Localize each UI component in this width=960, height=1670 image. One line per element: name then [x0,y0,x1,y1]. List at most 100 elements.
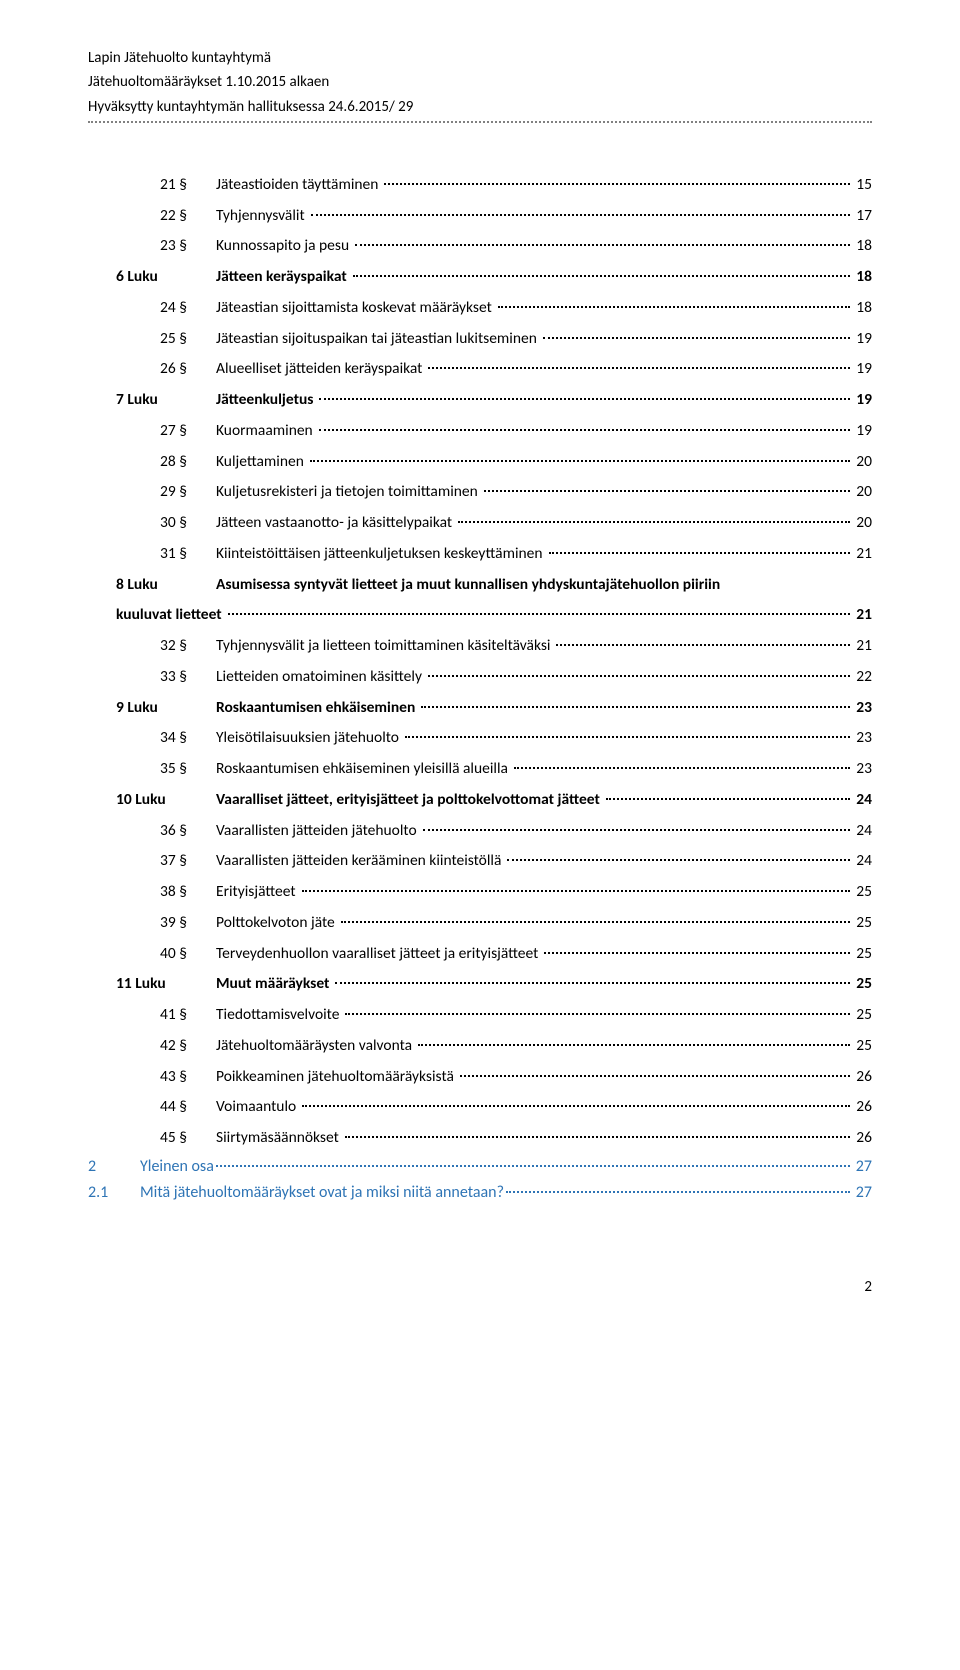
toc-chapter: 11 LukuMuut määräykset25 [88,972,872,995]
toc-page: 25 [852,911,872,934]
toc-page: 22 [852,665,872,688]
toc-label: 27 §Kuormaaminen [160,419,317,442]
toc-leader [319,398,850,400]
toc-leader [302,890,851,892]
toc-leader [345,1136,850,1138]
toc-entry: 33 §Lietteiden omatoiminen käsittely 22 [88,665,872,688]
toc-entry: 37 §Vaarallisten jätteiden kerääminen ki… [88,849,872,872]
toc-leader [543,337,850,339]
toc-label: 9 LukuRoskaantumisen ehkäiseminen [116,696,419,719]
toc-entry: 35 §Roskaantumisen ehkäiseminen yleisill… [88,757,872,780]
toc-label: 42 §Jätehuoltomääräysten valvonta [160,1034,416,1057]
header-line-2: Jätehuoltomääräykset 1.10.2015 alkaen [88,72,872,92]
toc-entry: 24 §Jäteastian sijoittamista koskevat mä… [88,296,872,319]
toc-page: 24 [852,849,872,872]
toc-chapter: 6 LukuJätteen keräyspaikat 18 [88,265,872,288]
toc-leader [405,736,850,738]
toc-page: 17 [852,204,872,227]
toc-leader [428,675,850,677]
page-number: 2 [0,1278,960,1296]
toc-label: 41 §Tiedottamisvelvoite [160,1003,343,1026]
toc-leader [345,1013,850,1015]
toc-section-link: 2Yleinen osa27 [88,1157,872,1176]
toc-label: 37 §Vaarallisten jätteiden kerääminen ki… [160,849,505,872]
toc-entry: 31 §Kiinteistöittäisen jätteenkuljetukse… [88,542,872,565]
toc-leader [428,367,850,369]
toc-leader [484,490,851,492]
toc-label: 32 §Tyhjennysvälit ja lietteen toimittam… [160,634,554,657]
toc-label: 24 §Jäteastian sijoittamista koskevat mä… [160,296,496,319]
toc-entry: 22 §Tyhjennysvälit 17 [88,204,872,227]
toc-entry: 40 §Terveydenhuollon vaaralliset jätteet… [88,942,872,965]
toc-page: 23 [852,757,872,780]
toc-leader [507,859,850,861]
toc-page: 25 [852,972,872,995]
toc-leader [498,306,850,308]
toc-label: 43 §Poikkeaminen jätehuoltomääräyksistä [160,1065,458,1088]
toc-label: 22 §Tyhjennysvälit [160,204,309,227]
toc-page: 21 [852,603,872,626]
toc-entry: 39 §Polttokelvoton jäte25 [88,911,872,934]
toc-label: 21 §Jäteastioiden täyttäminen [160,173,382,196]
toc-leader [549,552,851,554]
toc-label: 33 §Lietteiden omatoiminen käsittely [160,665,426,688]
toc-leader [514,767,850,769]
toc-section-link: 2.1Mitä jätehuoltomääräykset ovat ja mik… [88,1183,872,1202]
toc-chapter: 10 LukuVaaralliset jätteet, erityisjätte… [88,788,872,811]
toc-entry: 44 §Voimaantulo 26 [88,1095,872,1118]
toc-entry: 36 §Vaarallisten jätteiden jätehuolto24 [88,819,872,842]
toc-leader [506,1191,850,1193]
toc-label: 26 §Alueelliset jätteiden keräyspaikat [160,357,426,380]
toc-label: 23 §Kunnossapito ja pesu [160,234,353,257]
toc-page: 15 [852,173,872,196]
toc-page: 27 [852,1183,872,1202]
toc-leader [228,613,851,615]
toc-page: 18 [852,296,872,319]
toc-page: 26 [852,1095,872,1118]
toc-entry: 32 §Tyhjennysvälit ja lietteen toimittam… [88,634,872,657]
toc-label: kuuluvat lietteet [116,603,226,626]
toc-label: 44 §Voimaantulo [160,1095,300,1118]
toc-title: Yleinen osa [140,1157,214,1176]
toc-entry: 23 §Kunnossapito ja pesu 18 [88,234,872,257]
toc-entry: 26 §Alueelliset jätteiden keräyspaikat 19 [88,357,872,380]
toc-entry: 43 §Poikkeaminen jätehuoltomääräyksistä2… [88,1065,872,1088]
toc-bottom-section: 2Yleinen osa272.1Mitä jätehuoltomääräyks… [88,1157,872,1203]
toc-page: 26 [852,1126,872,1149]
toc-num: 2 [88,1157,140,1176]
toc-leader [341,921,851,923]
toc-page: 18 [852,234,872,257]
toc-page: 25 [852,1003,872,1026]
toc-chapter: 7 LukuJätteenkuljetus 19 [88,388,872,411]
toc-page: 18 [852,265,872,288]
header-line-3: Hyväksytty kuntayhtymän hallituksessa 24… [88,97,872,117]
toc-entry: 34 §Yleisötilaisuuksien jätehuolto23 [88,726,872,749]
toc-page: 19 [852,419,872,442]
toc-leader [311,214,851,216]
toc-label: 7 LukuJätteenkuljetus [116,388,317,411]
toc-entry: 28 §Kuljettaminen20 [88,450,872,473]
toc-label: 34 §Yleisötilaisuuksien jätehuolto [160,726,403,749]
toc-entry: 29 §Kuljetusrekisteri ja tietojen toimit… [88,480,872,503]
toc-page: 20 [852,450,872,473]
toc-leader [421,706,850,708]
toc-leader [216,1165,850,1167]
toc-leader [355,244,850,246]
toc-page: 25 [852,942,872,965]
toc-entry: 21 §Jäteastioiden täyttäminen 15 [88,173,872,196]
toc-entry: 42 §Jätehuoltomääräysten valvonta25 [88,1034,872,1057]
toc-page: 19 [852,357,872,380]
toc-label: 40 §Terveydenhuollon vaaralliset jätteet… [160,942,542,965]
toc-entry: 30 §Jätteen vastaanotto- ja käsittelypai… [88,511,872,534]
toc-leader [335,982,850,984]
toc-leader [319,429,851,431]
toc-label: 38 §Erityisjätteet [160,880,300,903]
toc-leader [353,275,851,277]
table-of-contents: 21 §Jäteastioiden täyttäminen 15 22 §Tyhje… [88,173,872,1150]
toc-label: 25 §Jäteastian sijoituspaikan tai jäteas… [160,327,541,350]
toc-page: 25 [852,880,872,903]
toc-label: 6 LukuJätteen keräyspaikat [116,265,351,288]
toc-chapter: 8 LukuAsumisessa syntyvät lietteet ja mu… [88,573,872,596]
toc-page: 19 [852,388,872,411]
toc-leader [458,521,850,523]
